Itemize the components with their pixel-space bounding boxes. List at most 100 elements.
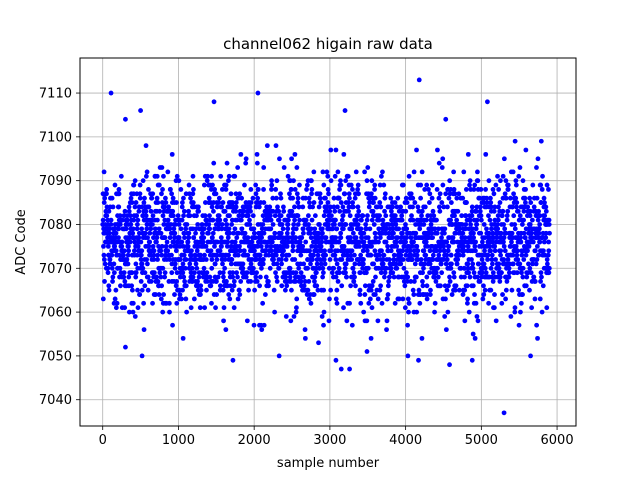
- data-point: [381, 182, 387, 188]
- data-point: [149, 195, 155, 201]
- data-point: [465, 300, 470, 306]
- data-point: [101, 169, 107, 175]
- data-point: [385, 283, 391, 289]
- data-point: [399, 213, 405, 219]
- data-point: [400, 257, 406, 262]
- data-point: [388, 248, 394, 254]
- data-point: [384, 327, 389, 333]
- data-point: [508, 195, 513, 201]
- data-point: [352, 261, 358, 267]
- data-point: [343, 178, 349, 184]
- data-point: [228, 243, 234, 249]
- data-point: [292, 151, 298, 157]
- data-point: [367, 200, 372, 205]
- data-point: [436, 195, 442, 201]
- data-point: [260, 261, 266, 267]
- data-point: [453, 283, 459, 289]
- data-point: [198, 292, 203, 297]
- data-point: [385, 243, 390, 249]
- data-point: [500, 173, 506, 179]
- data-point: [135, 222, 140, 227]
- data-point: [394, 204, 400, 210]
- data-point: [157, 208, 163, 214]
- data-point: [226, 226, 232, 232]
- data-point: [444, 287, 450, 293]
- data-point: [288, 318, 294, 324]
- data-point: [281, 248, 286, 254]
- data-point: [315, 287, 321, 293]
- data-point: [143, 213, 149, 219]
- data-point: [181, 274, 187, 280]
- data-point: [481, 200, 487, 205]
- data-point: [240, 261, 246, 267]
- data-point: [204, 287, 209, 293]
- data-point: [469, 213, 475, 219]
- data-point: [382, 274, 387, 280]
- data-point: [259, 235, 264, 241]
- data-point: [116, 204, 122, 210]
- data-point: [268, 226, 274, 232]
- data-point: [142, 270, 148, 276]
- data-point: [183, 257, 189, 262]
- data-point: [294, 296, 300, 302]
- data-point: [146, 204, 152, 210]
- data-point: [537, 239, 543, 245]
- data-point: [271, 287, 277, 293]
- data-point: [492, 248, 498, 254]
- data-point: [149, 222, 155, 227]
- data-point: [443, 327, 449, 333]
- data-point: [241, 248, 247, 254]
- data-point: [178, 226, 184, 232]
- data-point: [502, 191, 508, 197]
- data-point: [204, 279, 210, 284]
- data-point: [179, 200, 185, 205]
- data-point: [486, 230, 492, 236]
- data-point: [269, 239, 275, 245]
- data-point: [523, 283, 529, 289]
- data-point: [496, 204, 501, 210]
- data-point: [160, 187, 165, 192]
- data-point: [319, 226, 325, 232]
- data-point: [422, 204, 428, 210]
- data-point: [188, 195, 193, 201]
- data-point: [219, 187, 225, 192]
- data-point: [480, 239, 485, 245]
- data-point: [319, 239, 325, 245]
- data-point: [254, 160, 260, 166]
- data-point: [402, 243, 407, 249]
- data-point: [138, 252, 144, 258]
- data-point: [444, 239, 450, 245]
- data-point: [435, 265, 440, 271]
- data-point: [197, 305, 203, 311]
- x-tick-label: 0: [99, 433, 107, 448]
- data-point: [257, 274, 263, 280]
- data-point: [161, 292, 167, 297]
- data-point: [242, 230, 248, 236]
- outlier-point: [123, 344, 128, 350]
- data-point: [434, 187, 440, 192]
- data-point: [375, 318, 381, 324]
- data-point: [428, 222, 434, 227]
- data-point: [174, 173, 180, 179]
- data-point: [233, 191, 239, 197]
- data-point: [367, 226, 373, 232]
- data-point: [343, 270, 348, 276]
- data-point: [295, 200, 301, 205]
- data-point: [533, 261, 539, 267]
- data-point: [345, 200, 351, 205]
- data-point: [269, 182, 275, 188]
- data-point: [360, 261, 366, 267]
- data-point: [266, 283, 271, 289]
- data-point: [442, 283, 448, 289]
- data-point: [498, 248, 504, 254]
- data-point: [388, 265, 394, 271]
- data-point: [512, 138, 518, 144]
- data-point: [252, 248, 257, 254]
- data-point: [338, 230, 344, 236]
- data-point: [398, 204, 404, 210]
- data-point: [106, 283, 112, 289]
- data-point: [134, 252, 140, 258]
- data-point: [339, 217, 345, 223]
- chart-title: channel062 higain raw data: [223, 35, 433, 53]
- data-point: [163, 200, 169, 205]
